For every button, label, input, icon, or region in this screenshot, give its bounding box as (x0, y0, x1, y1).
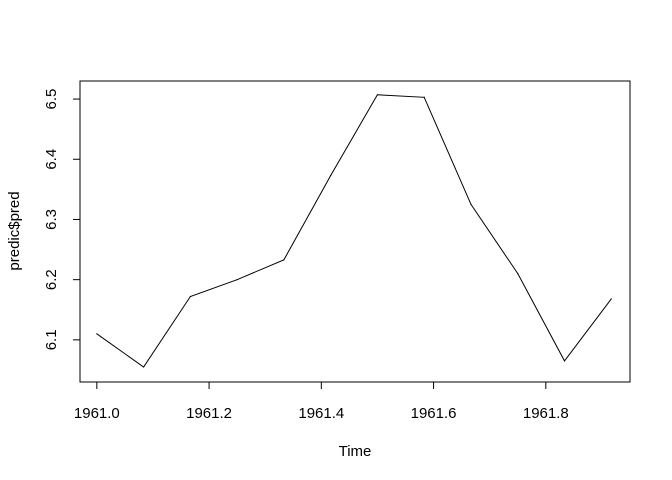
y-axis: 6.1 6.2 6.3 6.4 6.5 (43, 89, 81, 350)
x-tick-label: 1961.6 (411, 405, 457, 422)
data-point (517, 273, 519, 275)
x-axis: 1961.0 1961.2 1961.4 1961.6 1961.8 (74, 381, 569, 422)
x-tick-label: 1961.8 (523, 405, 569, 422)
y-tick-label: 6.2 (43, 269, 60, 290)
data-point (330, 174, 332, 177)
y-tick-label: 6.3 (43, 209, 60, 230)
y-tick-label: 6.1 (43, 329, 60, 350)
x-tick-label: 1961.2 (186, 405, 232, 422)
data-point (470, 203, 472, 206)
x-tick-label: 1961.4 (298, 405, 344, 422)
data-point (283, 259, 285, 261)
data-point (189, 295, 191, 298)
y-tick-label: 6.5 (43, 89, 60, 110)
data-point (96, 333, 98, 335)
data-point (423, 96, 425, 98)
series-line (96, 94, 612, 368)
x-axis-title: Time (339, 443, 372, 460)
series-layer (96, 94, 612, 368)
data-point (563, 360, 566, 362)
data-point (142, 366, 145, 368)
data-point (236, 279, 238, 281)
y-axis-title: predic$pred (6, 191, 23, 270)
data-point (376, 94, 379, 96)
plot-box (79, 80, 631, 383)
y-tick-label: 6.4 (43, 149, 60, 170)
data-point (610, 298, 612, 300)
x-tick-label: 1961.0 (74, 405, 120, 422)
